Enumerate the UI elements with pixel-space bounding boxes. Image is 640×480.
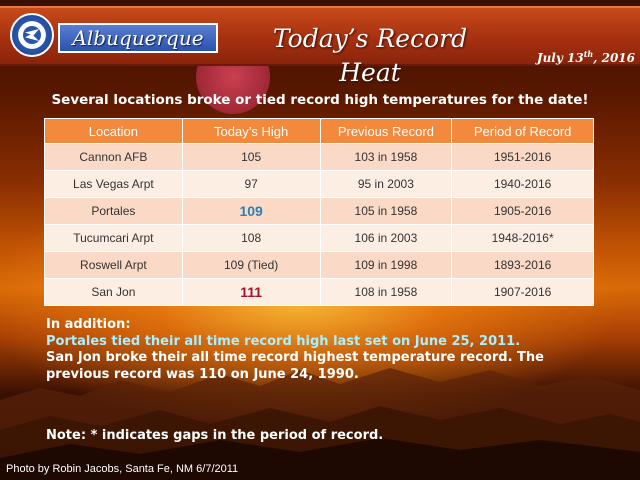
todays-high-cell: 97 xyxy=(181,170,321,198)
column-header-previous-record: Previous Record xyxy=(319,118,453,144)
table-row: Las Vegas Arpt 97 95 in 2003 1940-2016 xyxy=(44,170,594,198)
period-cell: 1905-2016 xyxy=(451,197,594,225)
notes-san-jon: San Jon broke their all time record high… xyxy=(46,350,544,382)
photo-credit: Photo by Robin Jacobs, Santa Fe, NM 6/7/… xyxy=(6,463,239,475)
column-header-location: Location xyxy=(44,118,183,144)
previous-record-cell: 95 in 2003 xyxy=(319,170,453,198)
footnote: Note: * indicates gaps in the period of … xyxy=(46,428,384,443)
todays-high-cell-all-time-record: 111 xyxy=(181,278,321,306)
location-cell: Portales xyxy=(44,197,183,225)
column-header-period: Period of Record xyxy=(451,118,594,144)
period-cell: 1951-2016 xyxy=(451,143,594,171)
location-cell: Roswell Arpt xyxy=(44,251,183,279)
previous-record-cell: 108 in 1958 xyxy=(319,278,453,306)
table-row: Portales 109 105 in 1958 1905-2016 xyxy=(44,197,594,225)
location-cell: San Jon xyxy=(44,278,183,306)
period-cell: 1893-2016 xyxy=(451,251,594,279)
date-label: July 13th, 2016 xyxy=(536,49,635,65)
period-cell: 1948-2016* xyxy=(451,224,594,252)
additional-notes: In addition: Portales tied their all tim… xyxy=(46,317,606,383)
location-cell: Tucumcari Arpt xyxy=(44,224,183,252)
previous-record-cell: 103 in 1958 xyxy=(319,143,453,171)
notes-portales: Portales tied their all time record high… xyxy=(46,333,521,349)
record-table: Location Today’s High Previous Record Pe… xyxy=(44,118,594,306)
period-cell: 1940-2016 xyxy=(451,170,594,198)
column-header-todays-high: Today’s High xyxy=(181,118,321,144)
location-cell: Cannon AFB xyxy=(44,143,183,171)
table-row: Roswell Arpt 109 (Tied) 109 in 1998 1893… xyxy=(44,251,594,279)
location-cell: Las Vegas Arpt xyxy=(44,170,183,198)
table-row: San Jon 111 108 in 1958 1907-2016 xyxy=(44,278,594,306)
mountain-silhouette xyxy=(0,368,640,480)
todays-high-cell: 108 xyxy=(181,224,321,252)
previous-record-cell: 109 in 1998 xyxy=(319,251,453,279)
table-header-row: Location Today’s High Previous Record Pe… xyxy=(44,118,594,144)
period-cell: 1907-2016 xyxy=(451,278,594,306)
todays-high-cell: 105 xyxy=(181,143,321,171)
todays-high-cell: 109 (Tied) xyxy=(181,251,321,279)
noaa-logo-icon xyxy=(10,13,54,57)
table-row: Tucumcari Arpt 108 106 in 2003 1948-2016… xyxy=(44,224,594,252)
previous-record-cell: 105 in 1958 xyxy=(319,197,453,225)
table-row: Cannon AFB 105 103 in 1958 1951-2016 xyxy=(44,143,594,171)
office-name: Albuquerque xyxy=(58,23,218,53)
page-title: Today’s Record Heat xyxy=(272,24,468,87)
subtitle: Several locations broke or tied record h… xyxy=(51,92,589,108)
previous-record-cell: 106 in 2003 xyxy=(319,224,453,252)
notes-lead: In addition: xyxy=(46,317,131,332)
todays-high-cell-tied-record: 109 xyxy=(181,197,321,225)
